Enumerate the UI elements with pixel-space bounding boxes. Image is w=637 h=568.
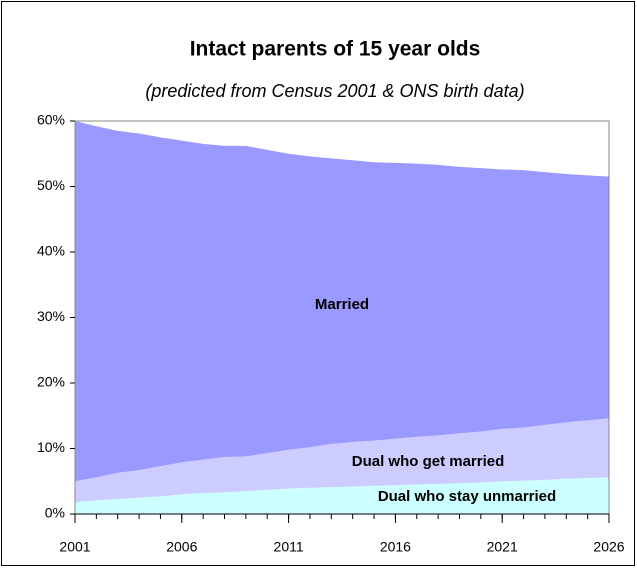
x-tick-label: 2026 [593,539,624,555]
y-tick-label: 50% [37,177,65,193]
x-tick-label: 2011 [274,539,304,555]
y-tick-label: 0% [45,505,65,521]
y-tick-label: 30% [37,308,65,324]
x-tick-label: 2021 [487,539,518,555]
area [75,477,609,514]
x-tick-label: 2001 [59,539,90,555]
y-tick-label: 40% [37,243,65,259]
series-label: Dual who get married [352,453,505,470]
area [75,121,609,482]
x-tick-label: 2016 [380,539,411,555]
chart-subtitle: (predicted from Census 2001 & ONS birth … [145,81,524,101]
y-tick-label: 60% [37,112,65,128]
series-label: Dual who stay unmarried [378,488,556,505]
chart-title: Intact parents of 15 year olds [190,38,481,61]
area [75,418,609,503]
y-tick-label: 20% [37,374,65,390]
y-tick-label: 10% [37,439,65,455]
x-tick-label: 2006 [166,539,197,555]
series-label: Married [315,296,369,313]
